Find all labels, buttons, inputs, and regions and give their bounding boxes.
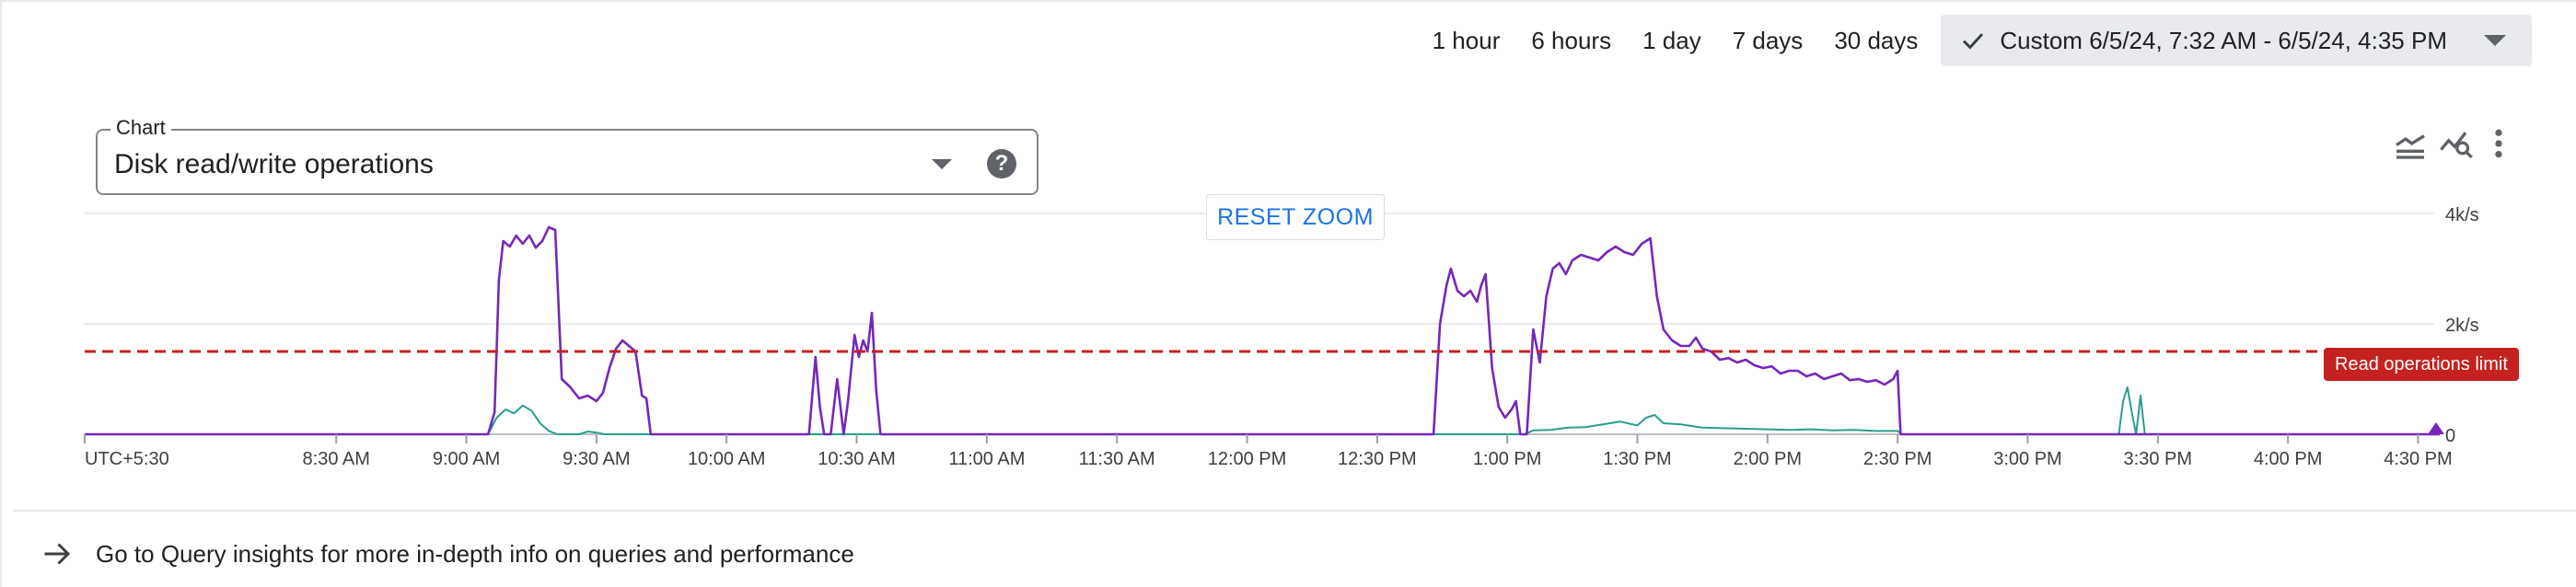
x-tick-label: 9:30 AM (563, 449, 630, 469)
range-6-hours-button[interactable]: 6 hours (1531, 27, 1612, 54)
x-tick-label: 4:30 PM (2384, 449, 2452, 469)
custom-range-button[interactable]: Custom 6/5/24, 7:32 AM - 6/5/24, 4:35 PM (1941, 15, 2532, 66)
x-tick-label: 2:30 PM (1863, 449, 1932, 469)
x-tick-label: 8:30 AM (303, 449, 370, 469)
x-tick-label: 10:00 AM (688, 449, 766, 469)
x-tick-label: 10:30 AM (818, 449, 896, 469)
divider (13, 510, 2576, 512)
x-tick-label: 11:00 AM (948, 449, 1025, 469)
chart-select-value: Disk read/write operations (114, 149, 434, 179)
help-icon[interactable]: ? (987, 149, 1016, 178)
y-tick-label: 4k/s (2445, 205, 2479, 225)
chevron-down-icon (2484, 35, 2506, 46)
range-1-day-button[interactable]: 1 day (1642, 27, 1701, 54)
chart-type-select[interactable]: Chart Disk read/write operations ? (96, 116, 1039, 195)
y-tick-label: 2k/s (2445, 316, 2479, 336)
x-tick-label: 3:30 PM (2124, 449, 2192, 469)
check-icon (1963, 33, 1984, 50)
chevron-down-icon[interactable] (932, 159, 952, 169)
x-tick-label: 12:00 PM (1208, 449, 1287, 469)
explore-chart-icon[interactable] (2438, 125, 2475, 162)
chart-grid (85, 213, 2434, 435)
query-insights-link[interactable]: Go to Query insights for more in-depth i… (41, 537, 854, 570)
arrow-right-icon (44, 543, 71, 565)
x-tick-label: 4:00 PM (2254, 449, 2322, 469)
series-line-teal (85, 386, 2440, 435)
range-30-days-button[interactable]: 30 days (1834, 27, 1919, 54)
end-marker (2428, 422, 2444, 434)
range-7-days-button[interactable]: 7 days (1732, 27, 1804, 54)
more-vert-icon[interactable] (2480, 125, 2517, 162)
chart-series (85, 225, 2444, 436)
x-tick-label: 9:00 AM (433, 449, 500, 469)
x-tick-label: 12:30 PM (1338, 449, 1417, 469)
range-1-hour-button[interactable]: 1 hour (1432, 27, 1501, 54)
read-limit-badge: Read operations limit (2324, 348, 2519, 381)
x-tick-label: 3:00 PM (1993, 449, 2061, 469)
reset-zoom-button[interactable]: RESET ZOOM (1206, 194, 1385, 240)
x-tick-label: 2:00 PM (1734, 449, 1802, 469)
time-range-selector: 1 hour 6 hours 1 day 7 days 30 days Cust… (1417, 15, 2532, 66)
x-tick-label: 11:30 AM (1079, 449, 1155, 469)
custom-range-label: Custom 6/5/24, 7:32 AM - 6/5/24, 4:35 PM (2000, 27, 2447, 54)
legend-toggle-icon[interactable] (2392, 125, 2429, 162)
chart-select-label: Chart (110, 116, 171, 140)
series-line-purple (85, 225, 2440, 436)
query-insights-text: Go to Query insights for more in-depth i… (96, 539, 854, 568)
timezone-label: UTC+5:30 (85, 449, 169, 469)
x-tick-label: 1:00 PM (1473, 449, 1541, 469)
x-tick-label: 1:30 PM (1603, 449, 1671, 469)
y-tick-label: 0 (2445, 426, 2455, 446)
chart-axes: 0 2k/s 4k/s UTC+5:30 8:30 AM 9:00 AM 9:30 AM 10… (84, 205, 2479, 469)
